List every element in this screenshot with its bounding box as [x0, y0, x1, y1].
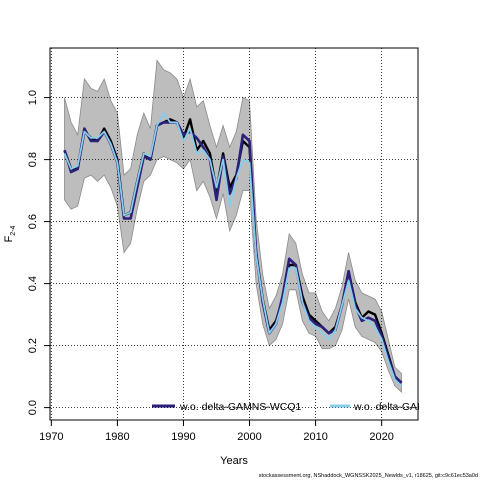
y-tick-label-0.4: 0.4	[27, 276, 39, 291]
y-tick-label-0: 0.0	[27, 400, 39, 415]
x-tick-label-2010: 2010	[303, 431, 327, 443]
footer-credit: stockassessment.org, NShaddock_WGNSSK202…	[259, 473, 478, 479]
x-axis-title: Years	[220, 455, 248, 467]
svg-text:F2-4: F2-4	[3, 225, 17, 242]
plot-frame	[49, 47, 419, 421]
x-tick-label-1980: 1980	[105, 431, 129, 443]
confidence-band-layer	[64, 59, 402, 394]
y-axis-title-main: F	[3, 235, 15, 242]
x-tick-label-1990: 1990	[171, 431, 195, 443]
legend: w.o. delta-GAMNS-WCQ1 w.o. delta-GAI	[152, 401, 420, 413]
y-tick-label-1: 1.0	[27, 90, 39, 105]
y-tick-label-0.8: 0.8	[27, 152, 39, 167]
axis-layer: 1970 1980 1990 2000 2010 2020 0.0 0.2 0.4 0.6 0.8 1…	[27, 90, 394, 443]
series-line-3	[63, 112, 403, 387]
y-tick-label-0.2: 0.2	[27, 338, 39, 353]
grid-layer	[50, 48, 418, 420]
legend-label-gamns: w.o. delta-GAMNS-WCQ1	[179, 401, 302, 413]
y-axis-title: F2-4	[3, 225, 17, 242]
confidence-band	[64, 59, 402, 394]
x-tick-label-2020: 2020	[369, 431, 393, 443]
y-axis-title-sub: 2-4	[10, 225, 17, 235]
legend-label-gai: w.o. delta-GAI	[353, 401, 420, 413]
x-tick-label-1970: 1970	[39, 431, 63, 443]
x-tick-label-2000: 2000	[237, 431, 261, 443]
y-tick-label-0.6: 0.6	[27, 214, 39, 229]
series-layer	[63, 112, 403, 387]
